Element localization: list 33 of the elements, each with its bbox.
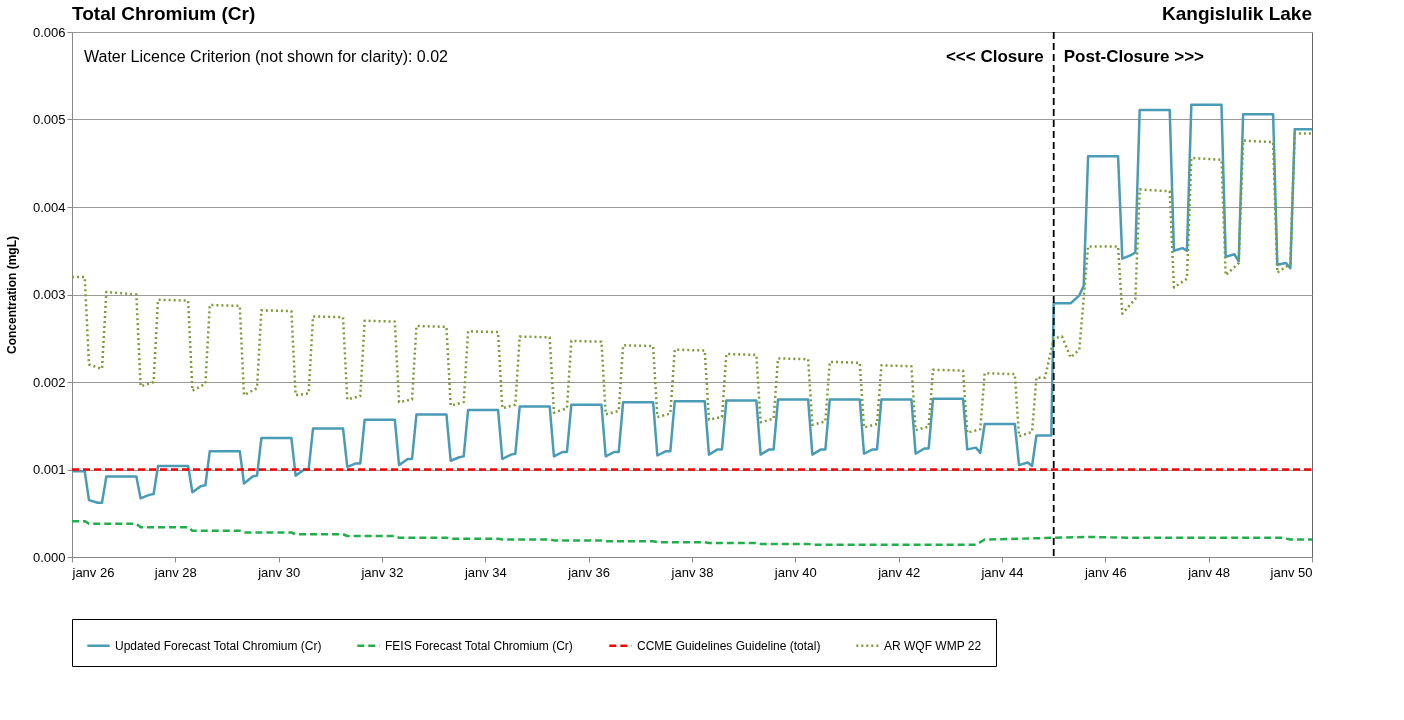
legend-label: FEIS Forecast Total Chromium (Cr) <box>385 638 573 653</box>
y-tick-label: 0.004 <box>32 199 66 215</box>
annotation: Post-Closure >>> <box>1063 47 1205 66</box>
x-tick-label: janv 34 <box>463 564 507 580</box>
x-tick-label: janv 28 <box>153 564 197 580</box>
x-tick-label: janv 26 <box>71 564 115 580</box>
x-tick-label: janv 42 <box>877 564 921 580</box>
x-tick-label: janv 44 <box>980 564 1024 580</box>
y-tick-label: 0.006 <box>32 24 66 40</box>
line-series <box>72 132 1312 438</box>
x-tick-label: janv 40 <box>773 564 817 580</box>
chart-title: Total Chromium (Cr) <box>72 3 256 24</box>
y-tick-label: 0.000 <box>32 549 66 565</box>
line-series <box>72 103 1312 504</box>
y-tick-label: 0.005 <box>32 112 66 127</box>
y-axis-title: Concentration (mgL) <box>4 236 19 354</box>
legend-label: AR WQF WMP 22 <box>884 638 982 653</box>
y-tick-label: 0.002 <box>32 374 66 390</box>
legend-label: CCME Guidelines Guideline (total) <box>637 638 821 653</box>
x-tick-label: janv 48 <box>1187 564 1231 580</box>
chart-subtitle: Kangislulik Lake <box>1162 3 1312 24</box>
x-tick-label: janv 46 <box>1083 564 1127 580</box>
x-tick-label: janv 32 <box>360 564 404 580</box>
x-tick-label: janv 36 <box>567 564 611 580</box>
x-tick-label: janv 30 <box>257 564 301 580</box>
x-tick-label: janv 50 <box>1269 564 1313 580</box>
y-tick-label: 0.001 <box>32 462 66 477</box>
legend-label: Updated Forecast Total Chromium (Cr) <box>115 638 322 653</box>
y-tick-label: 0.003 <box>32 287 66 302</box>
annotation: Water Licence Criterion (not shown for clarity): 0.02 <box>84 48 449 65</box>
x-tick-label: janv 38 <box>670 564 714 580</box>
line-series <box>72 519 1312 546</box>
annotation: <<< Closure <box>945 47 1044 66</box>
